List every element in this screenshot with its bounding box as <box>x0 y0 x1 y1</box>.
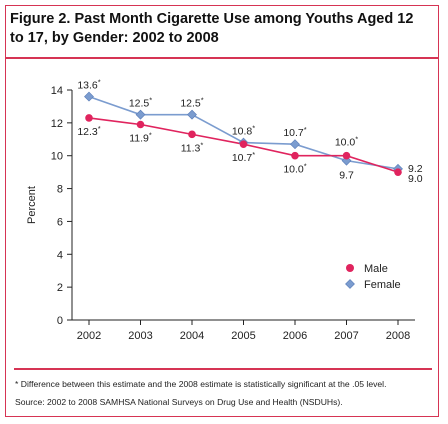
male-data-label: 12.3* <box>77 124 100 138</box>
title-divider <box>6 57 438 59</box>
female-data-label: 9.7 <box>339 170 354 182</box>
male-data-label: 11.9* <box>129 131 152 145</box>
y-tick-label: 2 <box>57 282 63 294</box>
male-point <box>136 120 145 129</box>
male-point <box>188 130 196 139</box>
male-data-label: 9.0 <box>408 173 423 185</box>
female-data-label: 12.5* <box>180 96 203 110</box>
legend-male-marker <box>346 264 354 272</box>
figure-frame <box>5 5 439 417</box>
female-point <box>290 139 300 150</box>
footnote-divider <box>14 368 432 370</box>
male-point <box>342 151 351 160</box>
y-tick-label: 10 <box>51 151 63 163</box>
x-tick-label: 2006 <box>283 330 307 342</box>
legend-female-label: Female <box>364 279 401 291</box>
y-tick-label: 14 <box>51 85 63 97</box>
y-tick-label: 12 <box>51 118 63 130</box>
female-data-label: 9.2 <box>408 163 423 175</box>
female-point <box>84 91 94 102</box>
male-point <box>239 140 248 149</box>
x-tick-label: 2008 <box>386 330 410 342</box>
legend-female-marker <box>345 279 355 289</box>
female-point <box>187 109 197 120</box>
legend-male-label: Male <box>364 263 388 275</box>
male-data-label: 11.3* <box>181 140 204 154</box>
female-data-label: 12.5* <box>129 96 152 110</box>
y-axis-label: Percent <box>26 186 38 224</box>
x-tick-label: 2005 <box>231 330 255 342</box>
x-tick-label: 2007 <box>334 330 358 342</box>
y-tick-label: 6 <box>57 216 63 228</box>
significance-footnote: * Difference between this estimate and t… <box>15 379 387 389</box>
male-data-label: 10.0* <box>283 162 306 176</box>
female-data-label: 13.6* <box>77 78 100 92</box>
x-tick-label: 2004 <box>180 330 204 342</box>
male-point <box>85 114 93 122</box>
x-tick-label: 2002 <box>77 330 101 342</box>
female-data-label: 10.7* <box>283 125 306 139</box>
source-note: Source: 2002 to 2008 SAMHSA National Sur… <box>15 397 343 407</box>
male-point <box>291 151 299 160</box>
y-tick-label: 0 <box>57 315 63 327</box>
female-point <box>135 109 146 120</box>
male-point <box>394 168 402 176</box>
figure-title: Figure 2. Past Month Cigarette Use among… <box>10 11 414 46</box>
female-data-label: 10.8* <box>232 124 255 138</box>
y-tick-label: 4 <box>57 249 63 261</box>
y-tick-label: 8 <box>57 184 63 196</box>
male-data-label: 10.0* <box>335 135 358 149</box>
x-tick-label: 2003 <box>128 330 152 342</box>
male-data-label: 10.7* <box>232 150 255 164</box>
